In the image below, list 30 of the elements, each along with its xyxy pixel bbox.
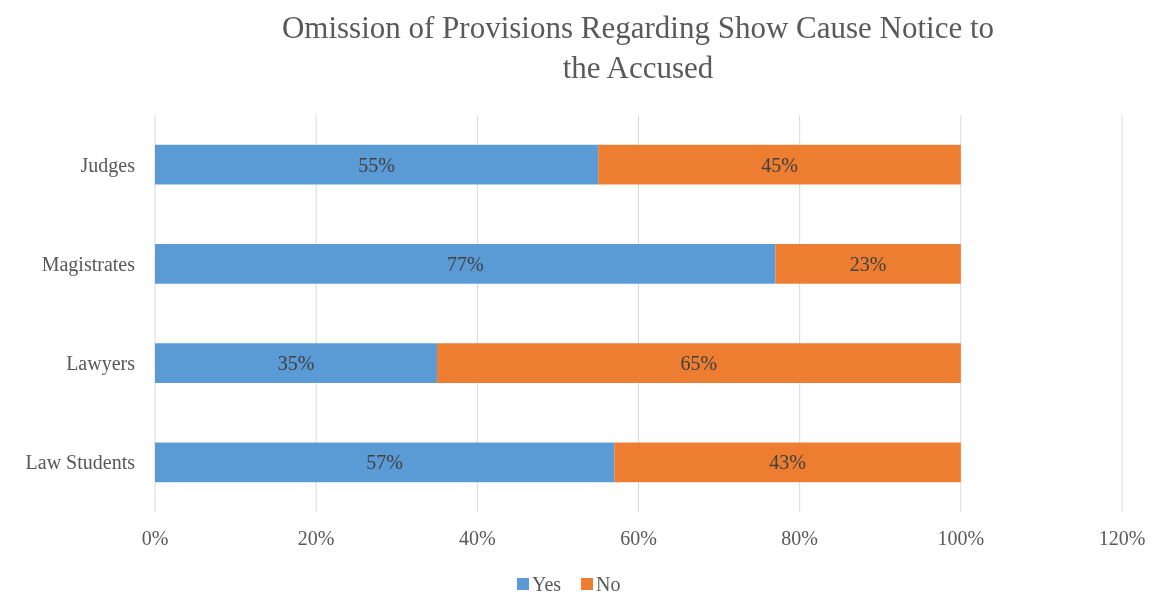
x-tick-label: 20%	[297, 527, 335, 549]
x-tick-label: 60%	[620, 527, 657, 549]
x-tick-label: 40%	[459, 527, 496, 549]
data-label: 35%	[277, 352, 315, 375]
bar	[155, 244, 776, 284]
y-tick-label: Magistrates	[41, 252, 136, 276]
x-tick-label: 120%	[1098, 527, 1146, 549]
data-label: 57%	[366, 451, 403, 474]
bar	[437, 343, 961, 383]
chart-title: Omission of Provisions Regarding Show Cause Notice to the Accused	[281, 10, 995, 85]
bar	[155, 144, 599, 185]
bar	[155, 343, 438, 383]
bar	[598, 144, 961, 185]
data-label: 77%	[446, 252, 484, 275]
bar	[155, 442, 615, 483]
data-label: 43%	[769, 451, 806, 474]
bar	[614, 442, 961, 483]
x-tick-label: 100%	[937, 527, 985, 549]
data-label: 65%	[680, 352, 718, 375]
y-tick-label: Law Students	[25, 451, 136, 474]
data-label: 23%	[849, 252, 887, 275]
y-tick-label: Lawyers	[66, 352, 136, 376]
legend-label: Yes	[532, 573, 562, 595]
data-label: 55%	[358, 153, 395, 176]
y-tick-label: Judges	[80, 153, 136, 177]
bar	[775, 244, 961, 284]
x-tick-label: 80%	[781, 527, 818, 549]
legend-label: No	[596, 573, 621, 595]
x-tick-label: 0%	[141, 527, 169, 549]
data-label: 45%	[761, 153, 798, 176]
